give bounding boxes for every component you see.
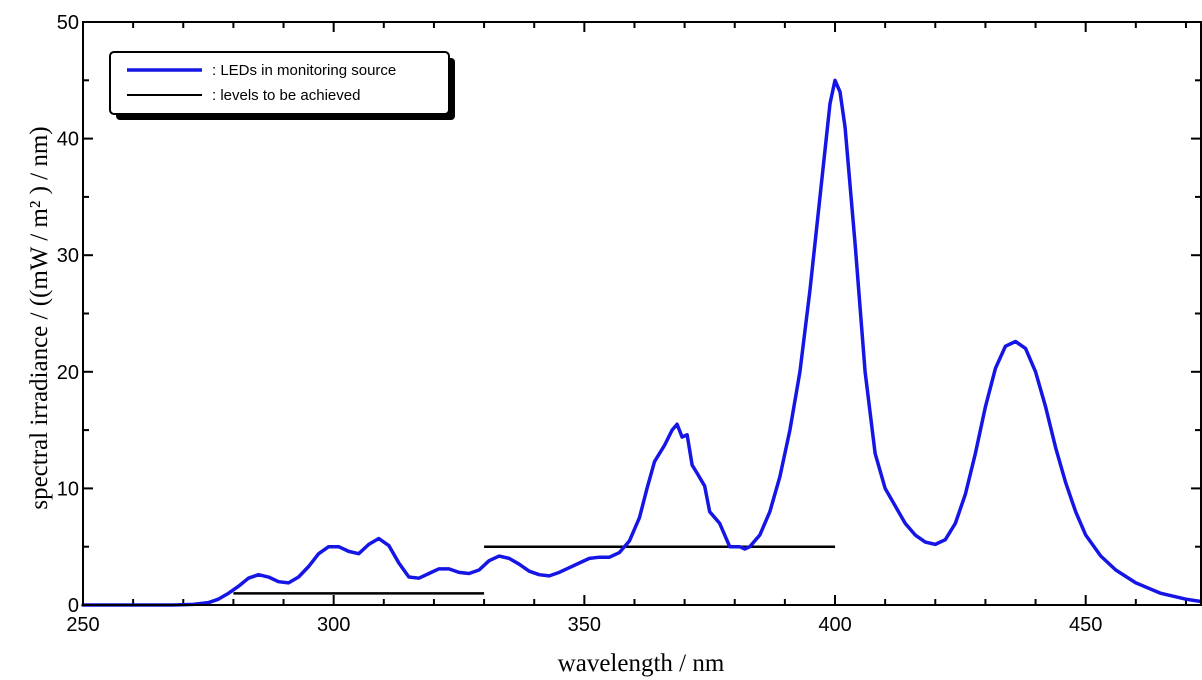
y-tick-label: 20 [57,362,79,384]
x-tick-label: 250 [66,614,99,636]
spectrum-series [81,78,1202,607]
x-tick-labels: 250 300 350 400 450 [66,614,1102,636]
target-levels [233,545,836,595]
legend-label-leds: : LEDs in monitoring source [212,62,396,79]
x-tick-label: 400 [818,614,851,636]
y-tick-label: 10 [57,478,79,500]
legend-box [109,51,450,115]
y-tick-label: 0 [68,595,79,617]
x-tick-label: 300 [317,614,350,636]
led-spectrum-line [81,78,1202,607]
x-axis-title: wavelength / nm [558,650,725,677]
y-tick-label: 50 [57,12,79,34]
legend-label-levels: : levels to be achieved [212,87,360,104]
plot-frame [82,21,1202,606]
y-tick-label: 40 [57,129,79,151]
x-tick-label: 350 [568,614,601,636]
y-tick-label: 30 [57,245,79,267]
x-tick-label: 450 [1069,614,1102,636]
y-axis-title: spectral irradiance / ((mW / m² ) / nm) [26,126,53,509]
legend: : LEDs in monitoring source : levels to … [109,51,455,120]
y-tick-labels: 0 10 20 30 40 50 [57,12,79,617]
